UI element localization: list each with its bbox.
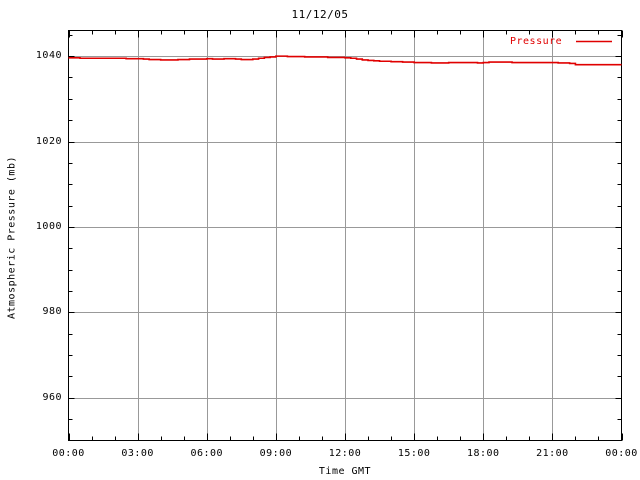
gridlines <box>68 30 622 441</box>
x-tick-label: 00:00 <box>52 448 85 459</box>
axis-ticks <box>68 30 623 441</box>
chart-title: 11/12/05 <box>291 8 349 21</box>
y-tick-label: 1020 <box>35 135 62 147</box>
x-tick-label: 06:00 <box>190 448 224 459</box>
plot-frame <box>68 30 622 441</box>
x-tick-label: 03:00 <box>121 448 154 459</box>
x-axis-label: Time GMT <box>318 466 372 477</box>
legend-label: Pressure <box>510 36 563 47</box>
data-series-group <box>68 55 622 66</box>
x-tick-label: 18:00 <box>466 448 500 459</box>
x-tick-label: 12:00 <box>328 448 362 459</box>
data-line-pressure <box>68 55 622 66</box>
x-tick-label: 15:00 <box>397 448 431 459</box>
x-tick-label: 09:00 <box>259 448 293 459</box>
y-tick-label: 960 <box>42 391 62 403</box>
y-tick-label: 980 <box>42 306 62 318</box>
x-tick-label: 00:00 <box>605 448 638 459</box>
y-tick-label: 1000 <box>35 220 62 232</box>
x-tick-label: 21:00 <box>536 448 569 459</box>
y-tick-label: 1040 <box>35 50 62 62</box>
